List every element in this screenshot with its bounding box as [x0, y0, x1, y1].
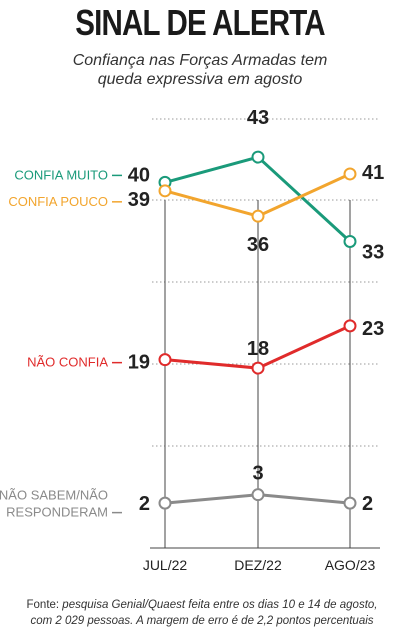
chart-title: SINAL DE ALERTA: [75, 2, 325, 43]
source-text-1: pesquisa Genial/Quaest feita entre os di…: [59, 599, 378, 611]
series-name-label-3-0: NÃO SABEM/NÃO: [0, 488, 108, 503]
data-point-0-2: [343, 234, 357, 248]
series-name-label-0-0: CONFIA MUITO: [14, 167, 108, 182]
series-name-label-1-0: CONFIA POUCO: [8, 194, 108, 209]
data-point-2-2: [343, 319, 357, 333]
value-label-middle-0: 43: [247, 107, 269, 129]
value-label-left-0: 40: [128, 164, 150, 186]
series-name-label-3-1: RESPONDERAM: [6, 505, 108, 520]
source-lead: Fonte:: [26, 599, 60, 611]
chart-subtitle: Confiança nas Forças Armadas tem queda e…: [0, 51, 400, 89]
value-label-left-1: 39: [128, 189, 150, 211]
subtitle-line-2: queda expressiva em agosto: [97, 71, 303, 88]
x-tick-label-2: AGO/23: [325, 557, 376, 573]
value-label-left-3: 2: [139, 493, 150, 515]
data-point-3-1: [251, 488, 265, 502]
value-label-middle-1: 36: [247, 234, 269, 256]
data-point-3-0: [158, 496, 172, 510]
value-label-right-0: 33: [362, 241, 384, 263]
x-tick-label-0: JUL/22: [143, 557, 188, 573]
value-label-right-2: 23: [362, 318, 384, 340]
data-point-1-1: [251, 209, 265, 223]
x-tick-label-1: DEZ/22: [234, 557, 282, 573]
source-text-2: com 2 029 pessoas. A margem de erro é de…: [30, 615, 374, 627]
line-chart: JUL/22 DEZ/22 AGO/23 40 43 33 CONFIA MUITO 39 36…: [0, 107, 384, 573]
data-point-3-2: [343, 496, 357, 510]
source-note: Fonte: pesquisa Genial/Quaest feita entr…: [8, 597, 396, 629]
data-point-0-1: [251, 150, 265, 164]
value-label-right-1: 41: [362, 162, 384, 184]
value-label-middle-3: 3: [252, 463, 263, 485]
value-label-middle-2: 18: [247, 338, 269, 360]
series-name-label-2-0: NÃO CONFIA: [27, 355, 108, 370]
data-point-2-0: [158, 353, 172, 367]
value-label-right-3: 2: [362, 493, 373, 515]
value-label-left-2: 19: [128, 352, 150, 374]
data-point-2-1: [251, 361, 265, 375]
data-point-1-2: [343, 167, 357, 181]
data-point-1-0: [158, 184, 172, 198]
subtitle-line-1: Confiança nas Forças Armadas tem: [72, 52, 328, 69]
